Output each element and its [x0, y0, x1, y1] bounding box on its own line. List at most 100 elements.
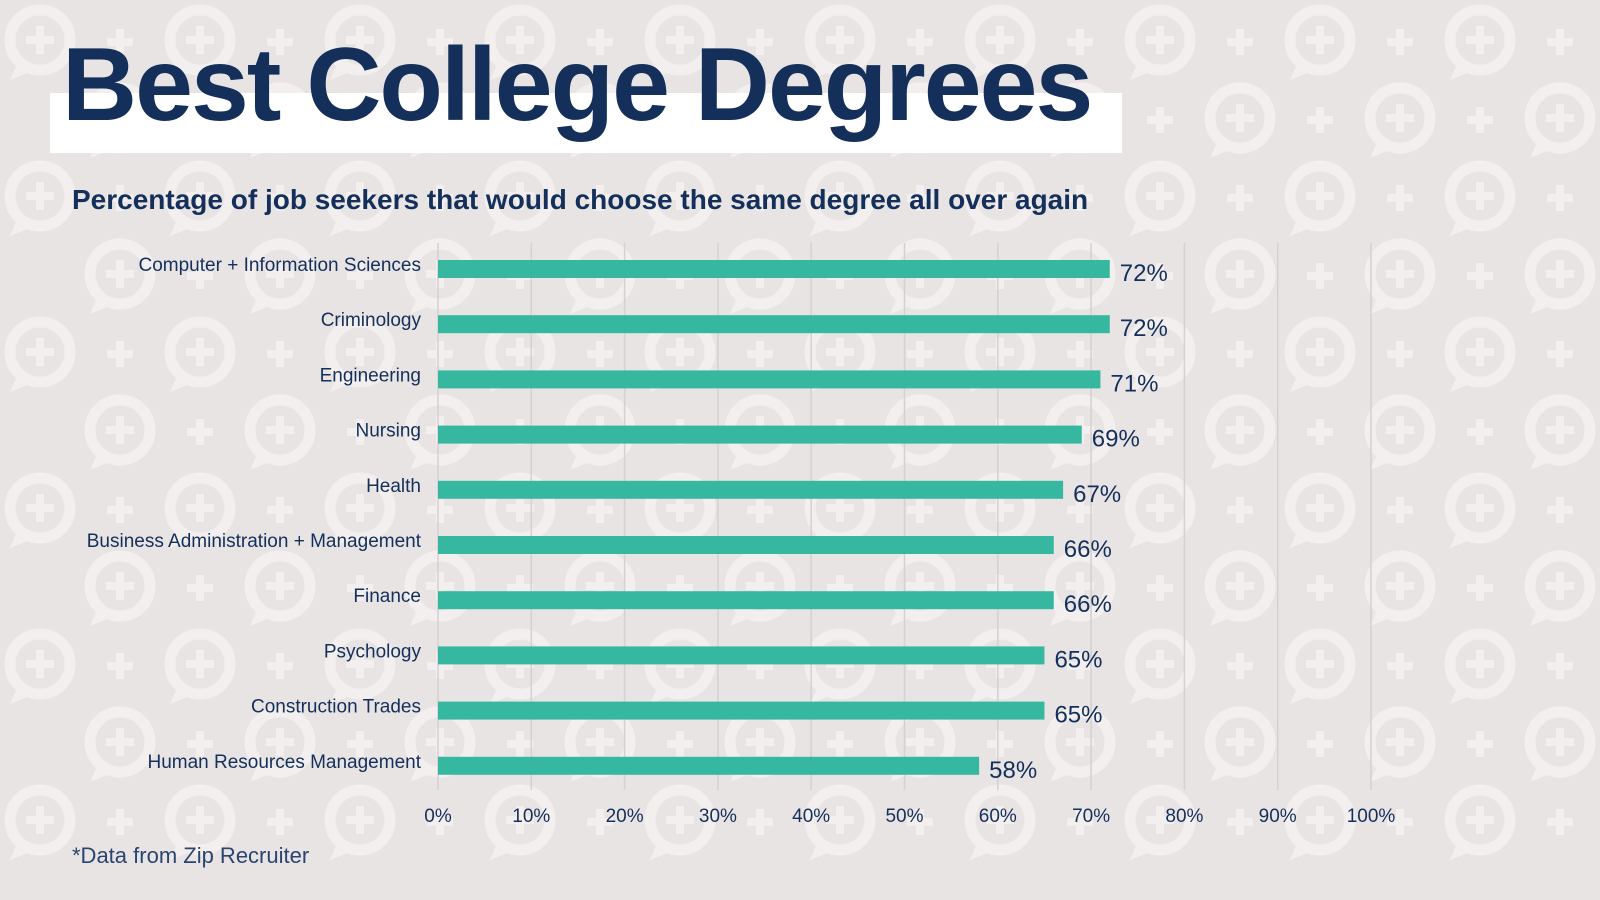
plus-icon [187, 575, 213, 601]
speech-bubble-plus-icon [564, 550, 636, 626]
speech-bubble-plus-icon [1284, 4, 1356, 80]
plus-icon [747, 497, 773, 523]
plus-icon [267, 341, 293, 367]
plus-icon [667, 731, 693, 757]
plus-icon [107, 29, 133, 55]
plus-icon [1147, 419, 1173, 445]
speech-bubble-plus-icon [324, 4, 396, 80]
title-highlight [50, 93, 1122, 153]
plus-icon [107, 341, 133, 367]
plus-icon [827, 731, 853, 757]
plus-icon [827, 575, 853, 601]
data-label: 69% [1092, 426, 1140, 453]
speech-bubble-plus-icon [1124, 316, 1196, 392]
speech-bubble-plus-icon [164, 628, 236, 704]
speech-bubble-plus-icon [1524, 82, 1596, 158]
speech-bubble-plus-icon [1364, 706, 1436, 782]
bar [438, 260, 1110, 278]
plus-icon [1227, 497, 1253, 523]
category-label: Finance [353, 586, 421, 607]
plus-icon [987, 731, 1013, 757]
plus-icon [907, 809, 933, 835]
speech-bubble-plus-icon [84, 238, 156, 314]
data-label: 71% [1110, 370, 1158, 397]
x-tick-label: 80% [1165, 806, 1203, 827]
plus-icon [747, 341, 773, 367]
plus-icon [347, 263, 373, 289]
plus-icon [1467, 107, 1493, 133]
speech-bubble-plus-icon [164, 4, 236, 80]
x-tick-label: 20% [606, 806, 644, 827]
speech-bubble-plus-icon [1444, 472, 1516, 548]
plus-icon [1307, 731, 1333, 757]
speech-bubble-plus-icon [1284, 472, 1356, 548]
data-label: 66% [1064, 536, 1112, 563]
speech-bubble-plus-icon [484, 4, 556, 80]
data-label: 58% [989, 757, 1037, 784]
speech-bubble-plus-icon [1204, 394, 1276, 470]
speech-bubble-plus-icon [1364, 550, 1436, 626]
speech-bubble-plus-icon [1364, 82, 1436, 158]
plus-icon [1387, 341, 1413, 367]
bar [438, 646, 1045, 665]
speech-bubble-plus-icon [1284, 784, 1356, 860]
plus-icon [747, 653, 773, 679]
plus-icon [1387, 809, 1413, 835]
x-tick-label: 90% [1259, 806, 1297, 827]
plus-icon [427, 497, 453, 523]
speech-bubble-plus-icon [324, 628, 396, 704]
plus-icon [587, 341, 613, 367]
plus-icon [1227, 809, 1253, 835]
data-label: 72% [1120, 260, 1168, 287]
plus-icon [427, 653, 453, 679]
speech-bubble-plus-icon [404, 550, 476, 626]
plus-icon [587, 653, 613, 679]
plus-icon [1067, 809, 1093, 835]
plus-icon [747, 29, 773, 55]
speech-bubble-plus-icon [324, 160, 396, 236]
plus-icon [1307, 419, 1333, 445]
speech-bubble-plus-icon [1124, 784, 1196, 860]
speech-bubble-plus-icon [1444, 784, 1516, 860]
speech-bubble-plus-icon [964, 160, 1036, 236]
speech-bubble-plus-icon [1204, 238, 1276, 314]
x-tick-label: 40% [792, 806, 830, 827]
plus-icon [1307, 575, 1333, 601]
plus-icon [1147, 575, 1173, 601]
speech-bubble-plus-icon [484, 160, 556, 236]
bar [438, 370, 1101, 389]
speech-bubble-plus-icon [4, 784, 76, 860]
x-tick-label: 30% [699, 806, 737, 827]
speech-bubble-plus-icon [324, 316, 396, 392]
speech-bubble-plus-icon [804, 4, 876, 80]
speech-bubble-plus-icon [1204, 550, 1276, 626]
plus-icon [427, 185, 453, 211]
category-label: Psychology [324, 641, 422, 662]
speech-bubble-plus-icon [1444, 4, 1516, 80]
speech-bubble-plus-icon [1204, 706, 1276, 782]
plus-icon [1067, 341, 1093, 367]
plus-icon [587, 29, 613, 55]
speech-bubble-plus-icon [1444, 628, 1516, 704]
speech-bubble-plus-icon [484, 784, 556, 860]
speech-bubble-plus-icon [1044, 550, 1116, 626]
data-label: 65% [1054, 646, 1102, 673]
plus-icon [1547, 185, 1573, 211]
plus-icon [507, 731, 533, 757]
speech-bubble-plus-icon [1444, 160, 1516, 236]
plus-icon [267, 185, 293, 211]
plus-icon [907, 29, 933, 55]
speech-bubble-plus-icon [1124, 472, 1196, 548]
speech-bubble-plus-icon [164, 784, 236, 860]
speech-bubble-plus-icon [1364, 394, 1436, 470]
speech-bubble-plus-icon [1124, 628, 1196, 704]
chart-subtitle: Percentage of job seekers that would cho… [72, 184, 1089, 215]
plus-icon [107, 185, 133, 211]
plus-icon [107, 497, 133, 523]
plus-icon [907, 653, 933, 679]
plus-icon [667, 575, 693, 601]
plus-icon [1467, 731, 1493, 757]
category-label: Engineering [320, 365, 421, 386]
plus-icon [747, 809, 773, 835]
